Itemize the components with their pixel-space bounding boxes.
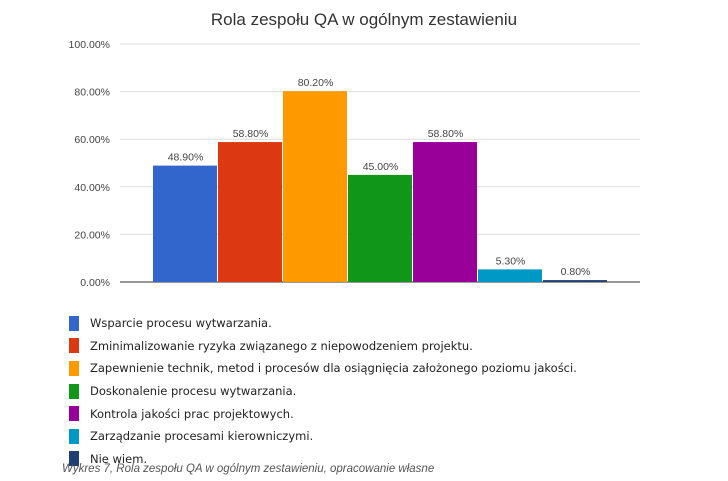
legend-swatch (69, 338, 79, 354)
legend-swatch (69, 360, 79, 376)
legend-swatch (69, 428, 79, 444)
legend-item: Wsparcie procesu wytwarzania. (69, 312, 577, 335)
legend-item: Zarządzanie procesami kierowniczymi. (69, 425, 577, 448)
bar-value-label: 80.20% (298, 77, 334, 89)
legend-item: Zapewnienie technik, metod i procesów dl… (69, 357, 577, 380)
bar-value-label: 58.80% (233, 128, 269, 140)
legend-label: Nie wiem. (90, 451, 148, 466)
legend-label: Doskonalenie procesu wytwarzania. (90, 384, 297, 399)
y-tick-label: 40.00% (74, 182, 110, 194)
chart-legend: Wsparcie procesu wytwarzania. Zminimalizo… (69, 312, 577, 470)
legend-label: Zminimalizowanie ryzyka związanego z nie… (90, 338, 473, 353)
legend-swatch (69, 383, 79, 399)
bar (218, 142, 282, 282)
bar-value-label: 58.80% (428, 128, 464, 140)
y-axis-tick-labels: 0.00% 20.00% 40.00% 60.00% 80.00% 100.00% (69, 39, 110, 289)
bar (153, 165, 217, 282)
legend-label: Wsparcie procesu wytwarzania. (90, 316, 272, 331)
bar (543, 280, 607, 282)
y-tick-label: 0.00% (80, 277, 110, 289)
y-tick-label: 100.00% (69, 39, 110, 51)
bars (153, 91, 607, 283)
legend-item: Nie wiem. (69, 448, 577, 471)
bar-chart: Rola zespołu QA w ogólnym zestawieniu 0.… (69, 10, 640, 289)
bar-value-label: 48.90% (168, 152, 204, 164)
legend-label: Zarządzanie procesami kierowniczymi. (90, 429, 314, 444)
y-tick-label: 80.00% (74, 87, 110, 99)
bar-value-label: 0.80% (561, 266, 591, 278)
legend-label: Zapewnienie technik, metod i procesów dl… (90, 361, 577, 376)
legend-swatch (69, 406, 79, 422)
y-tick-label: 20.00% (74, 229, 110, 241)
y-tick-label: 60.00% (74, 134, 110, 146)
bar (283, 91, 347, 283)
bar-value-labels: 48.90% 58.80% 80.20% 45.00% 58.80% 5.30% 0.80% (168, 77, 591, 278)
bar-value-label: 45.00% (363, 161, 399, 173)
legend-item: Doskonalenie procesu wytwarzania. (69, 380, 577, 403)
legend-swatch (69, 315, 79, 331)
legend-label: Kontrola jakości prac projektowych. (90, 406, 294, 421)
bar (413, 142, 477, 282)
figure-caption: Wykres 7, Rola zespołu QA w ogólnym zest… (62, 463, 435, 475)
chart-title: Rola zespołu QA w ogólnym zestawieniu (211, 10, 517, 29)
legend-item: Zminimalizowanie ryzyka związanego z nie… (69, 335, 577, 358)
bar-value-label: 5.30% (496, 255, 526, 267)
legend-swatch (69, 451, 79, 467)
bar (348, 174, 412, 282)
bar (478, 269, 542, 282)
legend-item: Kontrola jakości prac projektowych. (69, 402, 577, 425)
